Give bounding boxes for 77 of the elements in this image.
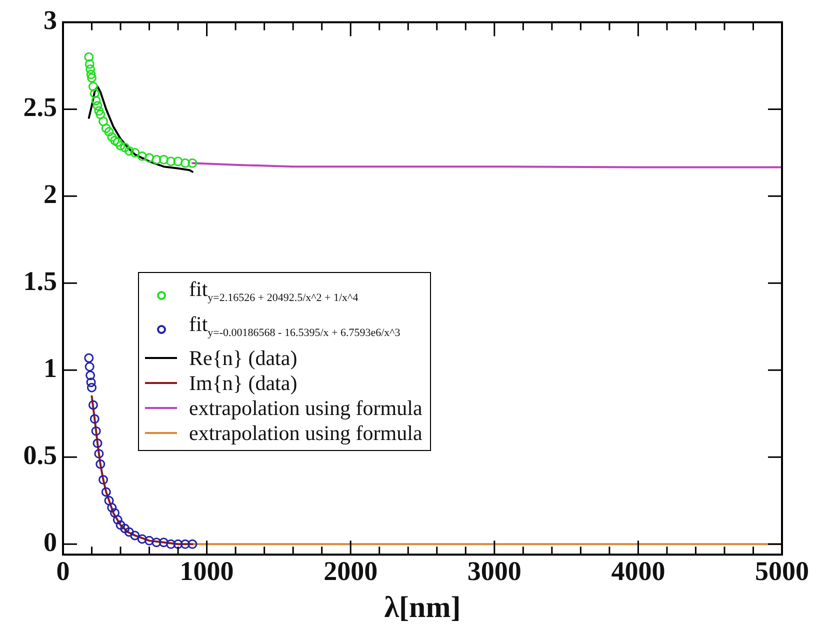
point: [180, 539, 190, 549]
point: [158, 154, 168, 164]
point: [84, 353, 94, 363]
point: [91, 426, 101, 436]
point: [166, 539, 176, 549]
point: [88, 82, 98, 92]
point: [107, 132, 117, 142]
point: [120, 524, 130, 534]
point: [137, 151, 147, 161]
y-tick-label: 0: [44, 527, 57, 558]
x-tick-label: 4000: [611, 556, 666, 586]
legend-label: extrapolation using formula: [189, 396, 422, 421]
point: [173, 156, 183, 166]
point: [101, 124, 111, 134]
y-tick-label: 2: [44, 179, 57, 210]
point: [116, 140, 126, 150]
point: [180, 158, 190, 168]
legend-label: fit$_{y=-0.00186568 - 16.5395/x + 6.7593e6/x^3}$: [189, 312, 400, 341]
point: [86, 64, 96, 74]
point: [98, 475, 108, 485]
point: [90, 88, 100, 98]
point: [84, 52, 94, 62]
point: [112, 138, 122, 147]
point: [188, 539, 198, 549]
point: [87, 73, 97, 83]
point: [124, 527, 134, 537]
x-tick-label: 2000: [324, 556, 378, 586]
point: [152, 538, 162, 548]
point: [188, 158, 198, 168]
y-tick-label: 3: [44, 5, 57, 36]
point: [86, 370, 96, 380]
legend-label: Re{n} (data): [189, 346, 298, 371]
point: [88, 400, 98, 410]
point: [124, 146, 134, 156]
x-tick-label: 1000: [180, 556, 234, 586]
point: [158, 538, 168, 548]
point: [94, 448, 104, 458]
x-tick-label: 5000: [755, 556, 809, 586]
point: [104, 127, 114, 137]
x-tick-label: 3000: [467, 556, 522, 586]
legend-label: extrapolation using formula: [189, 420, 422, 446]
point: [144, 536, 154, 546]
point: [104, 496, 114, 506]
point: [120, 142, 130, 152]
point: [96, 110, 106, 120]
point: [166, 156, 176, 166]
point: [107, 502, 117, 512]
point: [84, 59, 94, 69]
point: [130, 530, 140, 540]
point: [86, 378, 96, 388]
point: [98, 116, 108, 126]
point: [152, 154, 162, 164]
y-tick-label: 0.5: [23, 440, 57, 470]
point: [144, 153, 154, 163]
point: [91, 96, 101, 106]
point: [116, 520, 126, 530]
point: [90, 414, 100, 424]
point: [112, 515, 122, 525]
point: [86, 70, 96, 80]
point: [87, 382, 97, 392]
point: [92, 100, 102, 110]
x-axis-title: λ[nm]: [384, 590, 461, 624]
point: [110, 136, 120, 146]
y-tick-label: 2.5: [23, 92, 57, 122]
point: [110, 508, 120, 518]
point: [94, 106, 104, 116]
legend-label: Im{n} (data): [189, 370, 298, 396]
y-tick-label: 1: [44, 353, 57, 384]
legend-label: fit$_{y=2.16526 + 20492.5/x^2 + 1/x^4}$: [189, 277, 358, 307]
point: [84, 362, 94, 372]
point: [96, 459, 106, 469]
point: [130, 148, 140, 158]
point: [173, 539, 183, 549]
point: [101, 487, 111, 497]
point: [92, 438, 102, 448]
point: [137, 534, 147, 544]
y-tick-label: 1.5: [23, 266, 57, 296]
